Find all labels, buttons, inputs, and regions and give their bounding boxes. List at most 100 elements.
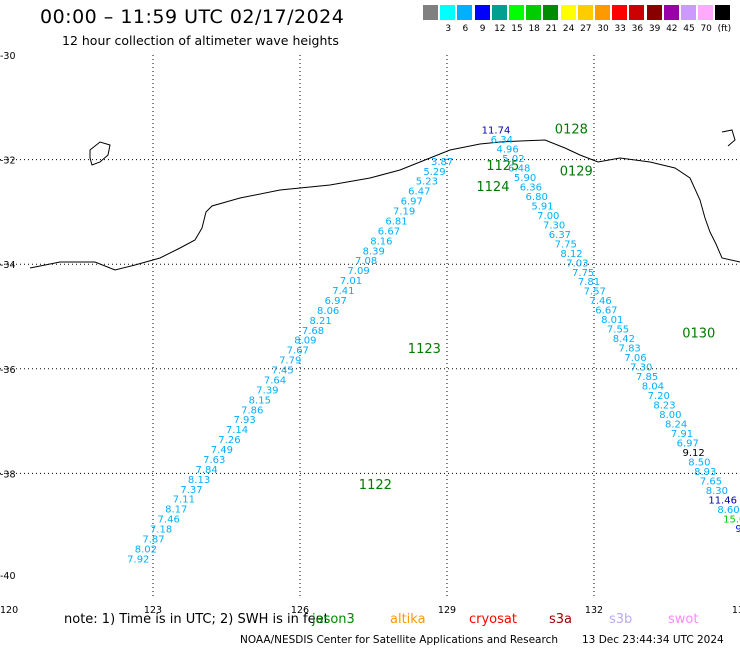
colorbar-label: 15 [511, 24, 523, 34]
colorbar-label: 70 [700, 24, 712, 34]
generated-timestamp: 13 Dec 23:44:34 UTC 2024 [582, 634, 724, 646]
wave-height-value: 7.75 [572, 268, 594, 279]
colorbar-unit: (ft) [717, 24, 732, 34]
colorbar-swatch [663, 5, 679, 20]
wave-height-value: 6.67 [378, 226, 400, 237]
wave-height-value: 7.20 [648, 391, 670, 402]
wave-height-value: 5.29 [423, 167, 445, 178]
wave-height-value: 7.84 [196, 465, 218, 476]
wave-height-value: 3.87 [431, 157, 453, 168]
wave-height-value: 7.63 [203, 455, 225, 466]
colorbar-swatch [509, 5, 524, 20]
lon-tick-label: 135 [732, 605, 740, 616]
wave-height-value: 7.86 [241, 405, 263, 416]
wave-height-value: 7.91 [671, 429, 693, 440]
coastline-australia [29, 139, 740, 271]
wave-height-value: 7.64 [264, 375, 286, 386]
wave-height-value: 8.04 [642, 382, 664, 393]
colorbar-swatch [595, 5, 610, 20]
wave-height-value: 7.68 [302, 326, 324, 337]
lat-tick-label: -34 [0, 260, 16, 271]
colorbar-swatch [491, 5, 507, 20]
colorbar-swatch [612, 5, 628, 20]
wave-height-value: 9. [735, 524, 740, 535]
pass-time-label: 1123 [408, 342, 441, 357]
wave-height-value: 6.48 [508, 163, 530, 174]
wave-height-value: 7.01 [340, 276, 362, 287]
wave-height-value: 7.06 [624, 353, 646, 364]
pass-time-label: 0130 [682, 326, 715, 341]
wave-height-value: 7.46 [589, 296, 611, 307]
wave-height-value: 6.36 [520, 182, 542, 193]
lon-tick-label: 126 [291, 605, 309, 616]
wave-height-value: 7.30 [630, 363, 652, 374]
wave-height-value: 8.93 [694, 467, 716, 478]
wave-height-value: 7.92 [127, 554, 149, 565]
colorbar-label: 42 [666, 24, 678, 34]
wave-height-value: 8.06 [317, 306, 339, 317]
wave-height-value: 5.91 [531, 201, 553, 212]
wave-height-value: 7.67 [287, 346, 309, 357]
lon-tick-label: 120 [0, 605, 18, 616]
colorbar-swatch [526, 5, 542, 20]
wave-height-value: 8.00 [659, 410, 681, 421]
wave-height-value: 7.87 [142, 534, 164, 545]
wave-height-value: 6.37 [549, 230, 571, 241]
wave-height-value: 7.30 [543, 220, 565, 231]
wave-height-value: 5.23 [416, 177, 438, 188]
wave-height-value: 5.90 [514, 173, 536, 184]
wave-height-value: 7.09 [347, 266, 369, 277]
lat-tick-label: -36 [0, 365, 16, 376]
wave-height-value: 7.81 [578, 277, 600, 288]
colorbar-label: 45 [683, 24, 695, 34]
wave-height-value: 7.57 [584, 287, 606, 298]
colorbar-label: 6 [462, 24, 469, 34]
wave-height-value: 8.39 [363, 246, 385, 257]
wave-height-value: 8.09 [294, 336, 316, 347]
satellite-legend-item: cryosat [469, 612, 517, 627]
wave-height-value: 7.18 [150, 524, 172, 535]
colorbar-label: 12 [494, 24, 506, 34]
colorbar-label: 18 [528, 24, 540, 34]
wave-height-value: 8.24 [665, 420, 687, 431]
colorbar-label: 3 [445, 24, 452, 34]
wave-height-value: 8.01 [601, 315, 623, 326]
wave-height-value: 6.97 [677, 439, 699, 450]
colorbar-swatch [543, 5, 559, 20]
satellite-legend-item: jason3 [312, 612, 355, 627]
lon-tick-label: 123 [144, 605, 162, 616]
wave-height-value: 6.97 [325, 296, 347, 307]
lat-tick-label: -38 [0, 469, 16, 480]
wave-height-value: 7.26 [218, 435, 240, 446]
wave-height-value: 4.96 [496, 144, 518, 155]
wave-height-value: 15.0 [723, 514, 740, 525]
wave-height-value: 7.08 [355, 256, 377, 267]
satellite-legend-item: s3a [549, 612, 573, 627]
wave-height-value: 7.46 [158, 515, 180, 526]
pass-time-label: 1122 [359, 478, 392, 493]
wave-height-value: 8.13 [188, 475, 210, 486]
colorbar-label: 9 [479, 24, 486, 34]
wave-height-value: 8.21 [309, 316, 331, 327]
colorbar-swatch [629, 5, 645, 20]
lon-tick-label: 129 [438, 605, 456, 616]
colorbar-label: 33 [614, 24, 626, 34]
satellite-legend-item: altika [390, 612, 426, 627]
wave-height-value: 7.03 [566, 258, 588, 269]
wave-height-value: 7.85 [636, 372, 658, 383]
wave-height-value: 7.45 [271, 366, 293, 377]
colorbar-label: 21 [545, 24, 558, 34]
credit-line: NOAA/NESDIS Center for Satellite Applica… [240, 634, 558, 646]
colorbar-swatch [440, 5, 456, 20]
lat-tick-label: -32 [0, 156, 16, 167]
lat-tick-label: -40 [0, 571, 16, 582]
pass-time-label: 0129 [560, 164, 593, 179]
wave-height-value: 8.12 [560, 249, 582, 260]
colorbar-swatch [457, 5, 473, 20]
wave-height-value: 8.50 [688, 457, 710, 468]
colorbar-swatch [560, 5, 576, 20]
colorbar-swatch [681, 5, 696, 20]
wave-height-value: 7.14 [226, 425, 248, 436]
wave-height-value: 8.60 [717, 505, 739, 516]
colorbar-swatch [474, 5, 490, 20]
